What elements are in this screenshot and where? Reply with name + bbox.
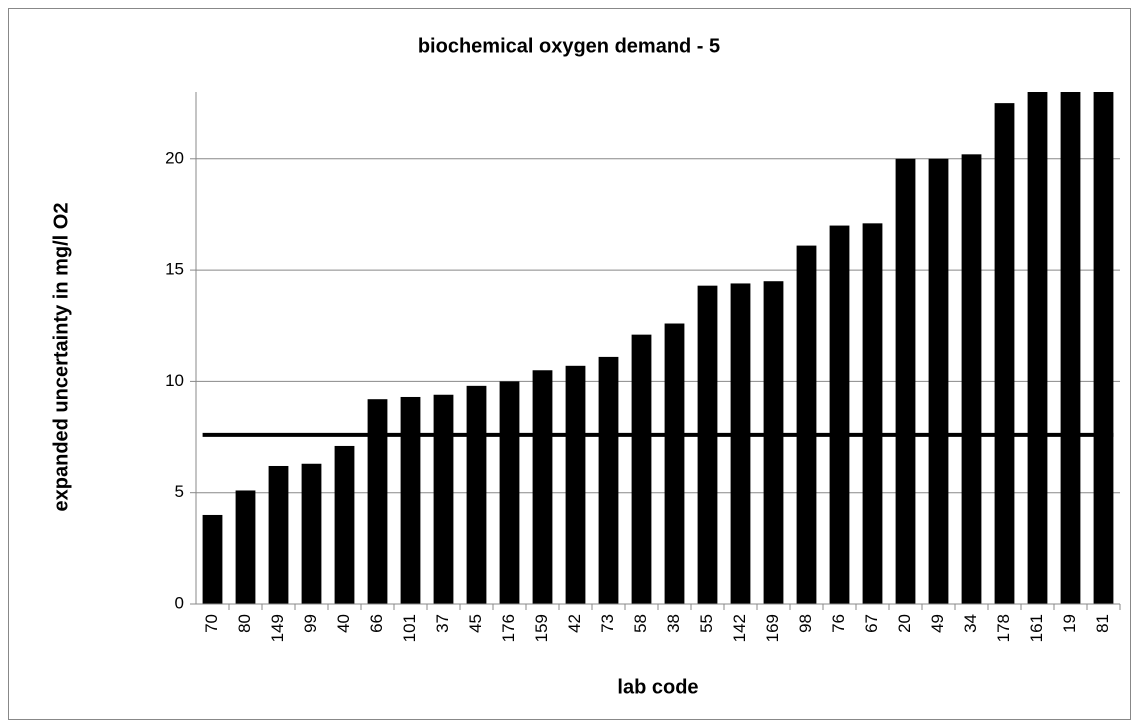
x-tick-label: 45 bbox=[466, 614, 485, 633]
bar bbox=[598, 356, 619, 604]
x-tick-label: 19 bbox=[1060, 614, 1079, 633]
x-tick-label: 149 bbox=[268, 614, 287, 642]
bar bbox=[796, 245, 817, 604]
x-tick-label: 37 bbox=[433, 614, 452, 633]
bar bbox=[763, 281, 784, 604]
bar bbox=[895, 158, 916, 605]
bar bbox=[928, 158, 949, 605]
bar bbox=[565, 365, 586, 604]
x-tick-label: 55 bbox=[697, 614, 716, 633]
bar bbox=[268, 465, 289, 604]
bar bbox=[862, 223, 883, 605]
bar bbox=[664, 323, 685, 604]
x-tick-label: 161 bbox=[1027, 614, 1046, 642]
y-axis-label: expanded uncertainty in mg/l O2 bbox=[50, 203, 72, 512]
bar bbox=[400, 396, 421, 604]
bar bbox=[829, 225, 850, 604]
bar bbox=[301, 463, 322, 604]
x-tick-label: 42 bbox=[565, 614, 584, 633]
bar bbox=[994, 103, 1015, 604]
x-tick-label: 142 bbox=[730, 614, 749, 642]
bar bbox=[1060, 92, 1081, 604]
bar bbox=[730, 283, 751, 604]
x-tick-label: 76 bbox=[829, 614, 848, 633]
bar bbox=[202, 514, 223, 604]
bar bbox=[1027, 92, 1048, 604]
y-tick-label: 0 bbox=[175, 593, 184, 612]
x-tick-label: 99 bbox=[301, 614, 320, 633]
bar bbox=[532, 370, 553, 604]
bar bbox=[367, 399, 388, 604]
bar bbox=[1093, 92, 1114, 604]
bar bbox=[334, 445, 355, 604]
x-axis-label: lab code bbox=[617, 676, 698, 698]
bar bbox=[697, 285, 718, 604]
bar bbox=[235, 490, 256, 604]
x-tick-label: 73 bbox=[598, 614, 617, 633]
bar bbox=[466, 385, 487, 604]
x-tick-label: 20 bbox=[895, 614, 914, 633]
bar bbox=[961, 154, 982, 604]
x-tick-label: 40 bbox=[334, 614, 353, 633]
x-tick-label: 58 bbox=[631, 614, 650, 633]
x-tick-label: 34 bbox=[961, 614, 980, 633]
x-tick-label: 98 bbox=[796, 614, 815, 633]
x-tick-label: 66 bbox=[367, 614, 386, 633]
x-tick-label: 178 bbox=[994, 614, 1013, 642]
bar bbox=[631, 334, 652, 604]
y-tick-label: 10 bbox=[165, 371, 184, 390]
y-tick-label: 15 bbox=[165, 260, 184, 279]
x-tick-label: 80 bbox=[235, 614, 254, 633]
x-tick-label: 38 bbox=[664, 614, 683, 633]
x-tick-label: 176 bbox=[499, 614, 518, 642]
x-tick-label: 159 bbox=[532, 614, 551, 642]
x-tick-label: 67 bbox=[862, 614, 881, 633]
x-tick-label: 81 bbox=[1093, 614, 1112, 633]
chart-title: biochemical oxygen demand - 5 bbox=[418, 35, 720, 57]
x-tick-label: 101 bbox=[400, 614, 419, 642]
x-tick-label: 169 bbox=[763, 614, 782, 642]
y-tick-label: 20 bbox=[165, 148, 184, 167]
bar bbox=[499, 381, 520, 604]
x-tick-label: 70 bbox=[202, 614, 221, 633]
bar bbox=[433, 394, 454, 604]
y-tick-label: 5 bbox=[175, 482, 184, 501]
x-tick-label: 49 bbox=[928, 614, 947, 633]
